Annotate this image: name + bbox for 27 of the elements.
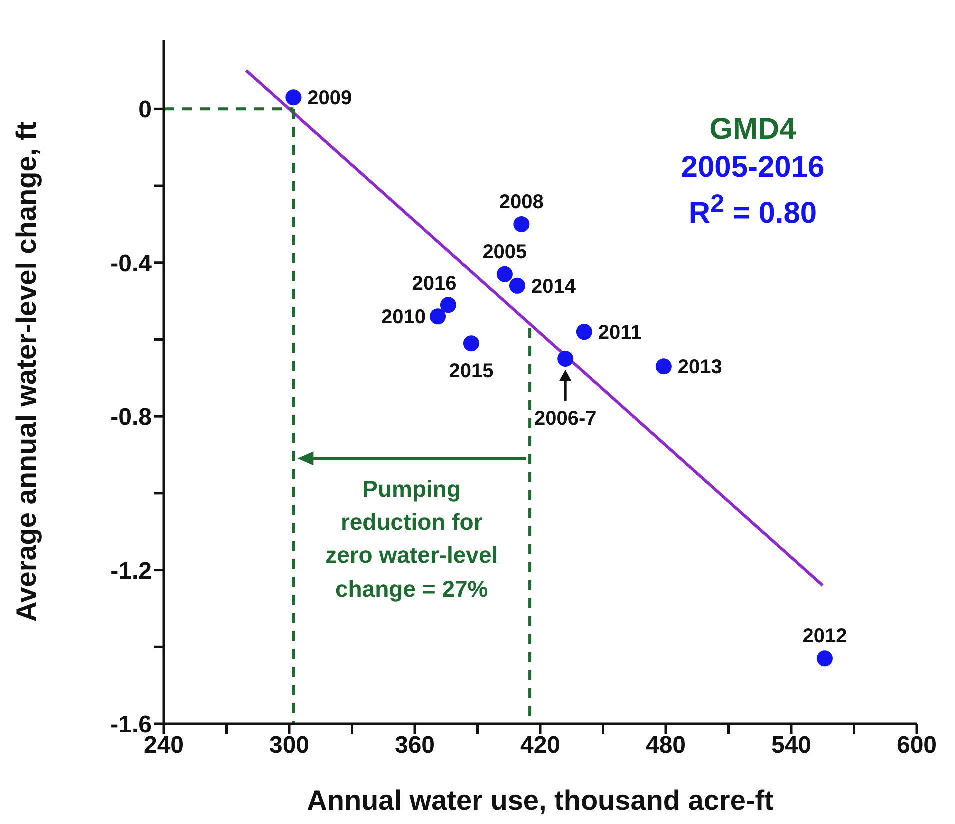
y-tick-label: -0.4 bbox=[110, 250, 153, 278]
annotation: 2008 bbox=[499, 191, 544, 214]
annotation: 2009 bbox=[308, 88, 352, 110]
x-axis-title: Annual water use, thousand acre-ft bbox=[307, 785, 774, 816]
x-tick-label: 480 bbox=[646, 732, 686, 760]
x-tick-label: 600 bbox=[896, 732, 938, 760]
y-tick-label: -1.2 bbox=[110, 558, 152, 585]
annotation: 2014 bbox=[531, 276, 577, 298]
y-axis-title: Average annual water-level change, ft bbox=[10, 122, 42, 622]
y-tick-label: -0.8 bbox=[110, 404, 152, 432]
annotation: R$^{2}$ = 0.80 bbox=[688, 190, 818, 230]
annotation: 2015 bbox=[449, 360, 494, 383]
annotation: 2005 bbox=[482, 241, 528, 264]
x-tick-label: 360 bbox=[394, 732, 436, 760]
annotation: 2013 bbox=[678, 356, 722, 379]
annotation: 2012 bbox=[802, 626, 848, 648]
x-tick-label: 300 bbox=[269, 732, 310, 760]
annotation: 2016 bbox=[412, 273, 457, 296]
annotation: GMD4 bbox=[708, 113, 798, 146]
annotation: 2011 bbox=[598, 322, 642, 344]
annotation: 2005-2016 bbox=[680, 151, 826, 184]
x-tick-label: 420 bbox=[520, 732, 561, 760]
y-tick-label: 0 bbox=[138, 96, 152, 124]
annotation: 2006-7 bbox=[534, 408, 597, 430]
annotation: Pumping reduction for zero water-level change = 27% bbox=[324, 474, 500, 604]
x-tick-label: 540 bbox=[771, 732, 812, 760]
annotation: 2010 bbox=[382, 306, 426, 329]
